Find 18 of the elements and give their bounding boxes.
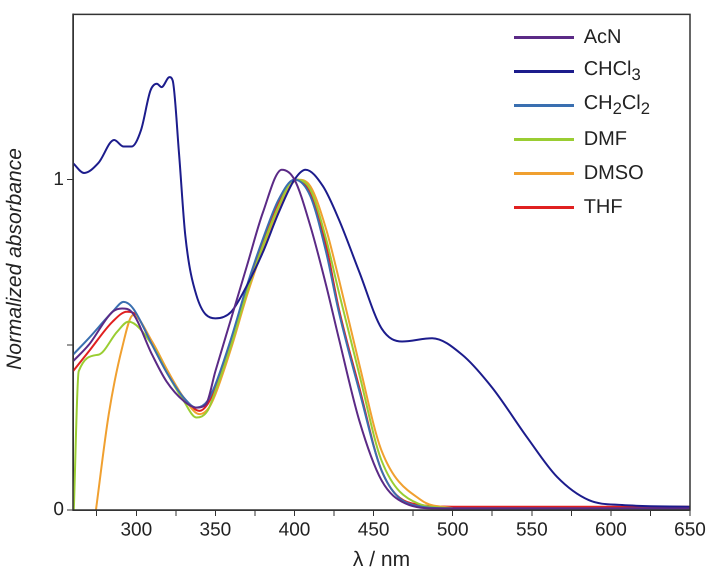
legend-label: CH$_{2}$Cl$_{2}$ (584, 92, 650, 118)
x-tick-label: 600 (595, 520, 627, 541)
legend-label: DMSO (584, 162, 644, 184)
x-tick-label: 650 (674, 520, 706, 541)
x-axis-title: λ / nm (352, 548, 412, 572)
x-tick-label: 550 (516, 520, 548, 541)
legend-label: AcN (584, 26, 622, 48)
legend-label: CHCl$_{3}$ (584, 58, 641, 84)
x-tick-label: 400 (278, 520, 310, 541)
y-tick-label: 0 (53, 499, 64, 520)
legend-label: DMF (584, 128, 628, 150)
x-tick-label: 500 (436, 520, 469, 541)
x-tick-label: 450 (358, 520, 390, 541)
y-tick-label: 1 (53, 168, 64, 190)
x-tick-label: 300 (120, 520, 152, 541)
y-axis-title: Normalized absorbance (3, 147, 27, 372)
x-tick-label: 350 (200, 520, 232, 541)
legend-label: THF (584, 196, 623, 218)
